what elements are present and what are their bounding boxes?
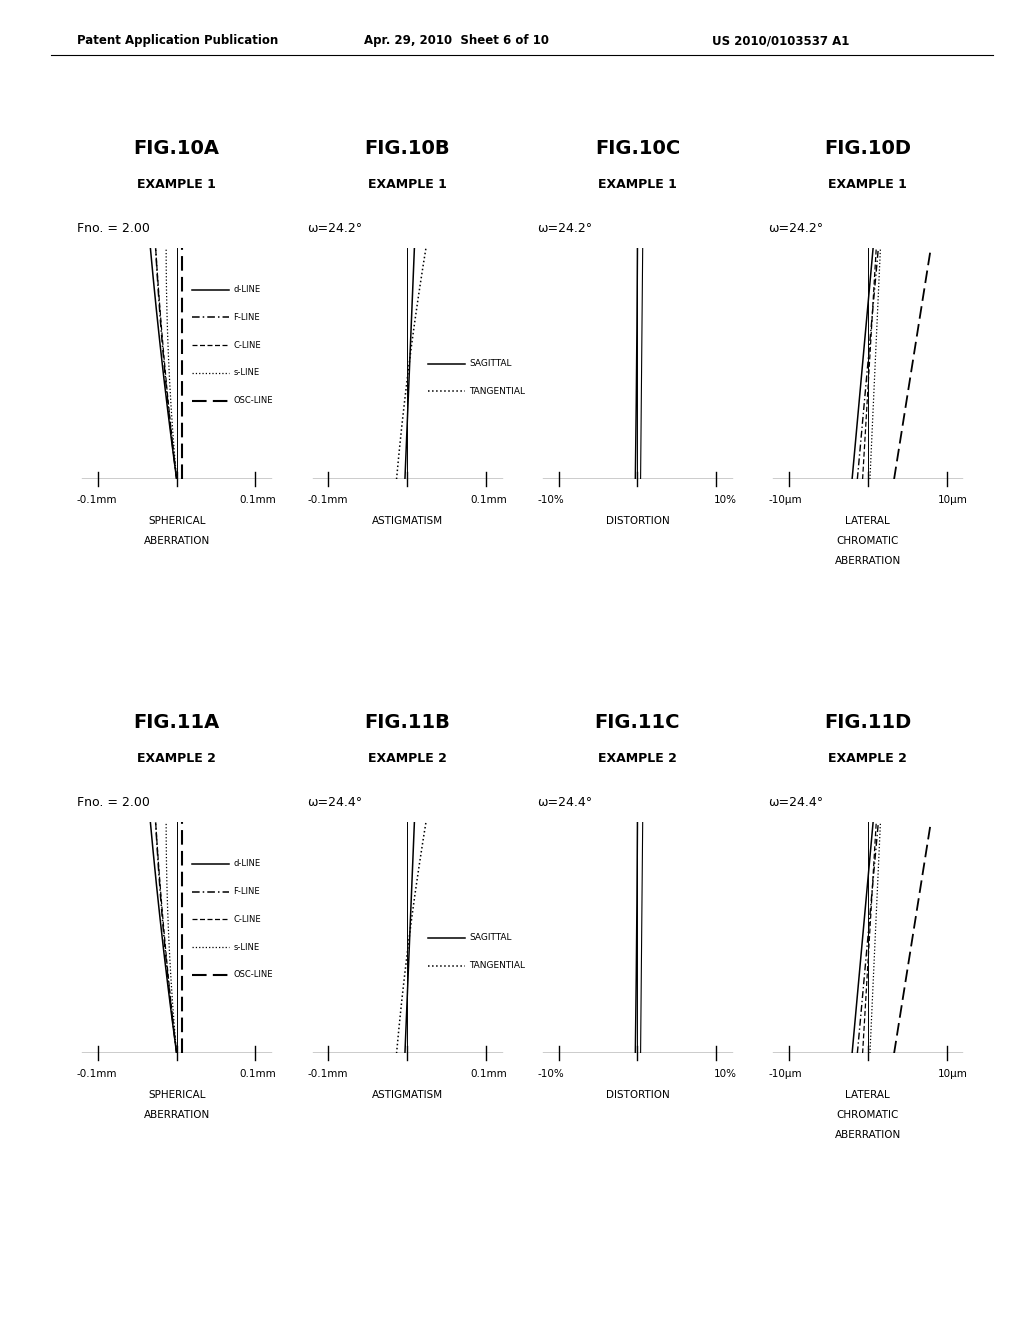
Text: CHROMATIC: CHROMATIC (837, 536, 899, 546)
Text: ASTIGMATISM: ASTIGMATISM (372, 1090, 442, 1101)
Text: FIG.11D: FIG.11D (824, 713, 911, 731)
Text: -10μm: -10μm (768, 1069, 802, 1080)
Text: Patent Application Publication: Patent Application Publication (77, 34, 279, 48)
Text: F-LINE: F-LINE (233, 313, 260, 322)
Text: 10μm: 10μm (938, 495, 968, 506)
Text: ABERRATION: ABERRATION (143, 536, 210, 546)
Text: 10%: 10% (714, 495, 737, 506)
Text: Fno. = 2.00: Fno. = 2.00 (77, 222, 150, 235)
Text: 0.1mm: 0.1mm (240, 1069, 276, 1080)
Text: -0.1mm: -0.1mm (307, 495, 348, 506)
Text: EXAMPLE 1: EXAMPLE 1 (598, 178, 677, 191)
Text: US 2010/0103537 A1: US 2010/0103537 A1 (712, 34, 849, 48)
Text: -10%: -10% (538, 1069, 564, 1080)
Text: -0.1mm: -0.1mm (77, 1069, 118, 1080)
Text: 0.1mm: 0.1mm (470, 495, 507, 506)
Text: ω=24.4°: ω=24.4° (768, 796, 823, 809)
Text: 0.1mm: 0.1mm (240, 495, 276, 506)
Text: ASTIGMATISM: ASTIGMATISM (372, 516, 442, 527)
Text: DISTORTION: DISTORTION (605, 516, 670, 527)
Text: d-LINE: d-LINE (233, 285, 260, 294)
Text: d-LINE: d-LINE (233, 859, 260, 869)
Text: ω=24.2°: ω=24.2° (307, 222, 362, 235)
Text: EXAMPLE 1: EXAMPLE 1 (368, 178, 446, 191)
Text: LATERAL: LATERAL (846, 516, 890, 527)
Text: TANGENTIAL: TANGENTIAL (469, 961, 525, 970)
Text: SAGITTAL: SAGITTAL (469, 933, 511, 942)
Text: SAGITTAL: SAGITTAL (469, 359, 511, 368)
Text: FIG.10C: FIG.10C (595, 139, 680, 157)
Text: -0.1mm: -0.1mm (307, 1069, 348, 1080)
Text: -10%: -10% (538, 495, 564, 506)
Text: ω=24.2°: ω=24.2° (768, 222, 823, 235)
Text: -10μm: -10μm (768, 495, 802, 506)
Text: ω=24.2°: ω=24.2° (538, 222, 593, 235)
Text: C-LINE: C-LINE (233, 341, 261, 350)
Text: ω=24.4°: ω=24.4° (307, 796, 362, 809)
Text: 10μm: 10μm (938, 1069, 968, 1080)
Text: 10%: 10% (714, 1069, 737, 1080)
Text: EXAMPLE 1: EXAMPLE 1 (137, 178, 216, 191)
Text: F-LINE: F-LINE (233, 887, 260, 896)
Text: TANGENTIAL: TANGENTIAL (469, 387, 525, 396)
Text: FIG.11A: FIG.11A (133, 713, 220, 731)
Text: EXAMPLE 2: EXAMPLE 2 (828, 752, 907, 766)
Text: -0.1mm: -0.1mm (77, 495, 118, 506)
Text: Apr. 29, 2010  Sheet 6 of 10: Apr. 29, 2010 Sheet 6 of 10 (364, 34, 549, 48)
Text: FIG.11B: FIG.11B (365, 713, 450, 731)
Text: DISTORTION: DISTORTION (605, 1090, 670, 1101)
Text: CHROMATIC: CHROMATIC (837, 1110, 899, 1121)
Text: FIG.10D: FIG.10D (824, 139, 911, 157)
Text: SPHERICAL: SPHERICAL (147, 1090, 206, 1101)
Text: EXAMPLE 1: EXAMPLE 1 (828, 178, 907, 191)
Text: EXAMPLE 2: EXAMPLE 2 (598, 752, 677, 766)
Text: FIG.10A: FIG.10A (134, 139, 219, 157)
Text: ω=24.4°: ω=24.4° (538, 796, 593, 809)
Text: 0.1mm: 0.1mm (470, 1069, 507, 1080)
Text: ABERRATION: ABERRATION (835, 556, 901, 566)
Text: FIG.11C: FIG.11C (595, 713, 680, 731)
Text: SPHERICAL: SPHERICAL (147, 516, 206, 527)
Text: FIG.10B: FIG.10B (365, 139, 450, 157)
Text: ABERRATION: ABERRATION (835, 1130, 901, 1140)
Text: Fno. = 2.00: Fno. = 2.00 (77, 796, 150, 809)
Text: EXAMPLE 2: EXAMPLE 2 (368, 752, 446, 766)
Text: EXAMPLE 2: EXAMPLE 2 (137, 752, 216, 766)
Text: s-LINE: s-LINE (233, 368, 259, 378)
Text: s-LINE: s-LINE (233, 942, 259, 952)
Text: OSC-LINE: OSC-LINE (233, 396, 272, 405)
Text: ABERRATION: ABERRATION (143, 1110, 210, 1121)
Text: LATERAL: LATERAL (846, 1090, 890, 1101)
Text: C-LINE: C-LINE (233, 915, 261, 924)
Text: OSC-LINE: OSC-LINE (233, 970, 272, 979)
